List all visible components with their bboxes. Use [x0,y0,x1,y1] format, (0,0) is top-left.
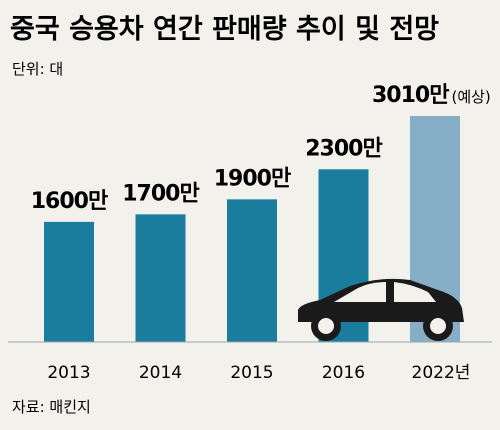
forecast-note: (예상) [451,88,490,106]
bar-1 [135,214,186,342]
x-tick-0: 2013 [47,363,90,383]
x-tick-2: 2015 [230,363,273,383]
x-tick-4: 2022년 [412,363,471,383]
car-icon [298,278,464,341]
unit-label: 단위: 대 [12,60,63,78]
bar-0 [44,221,94,342]
data-label-0: 1600만 [31,189,108,214]
bar-2 [227,199,277,342]
data-label-3: 2300만 [305,136,382,161]
x-tick-1: 2014 [139,363,182,383]
data-label-2: 1900만 [214,166,291,191]
data-label-1: 1700만 [122,181,199,206]
bars: 1600만 2013 1700만 2014 1900만 2015 2300만 2016 3010… [31,83,491,383]
data-label-4: 3010만 (예상) [372,83,491,108]
source-label: 자료: 매킨지 [12,398,91,416]
chart-title: 중국 승용차 연간 판매량 추이 및 전망 [10,14,439,45]
x-tick-3: 2016 [322,363,365,383]
